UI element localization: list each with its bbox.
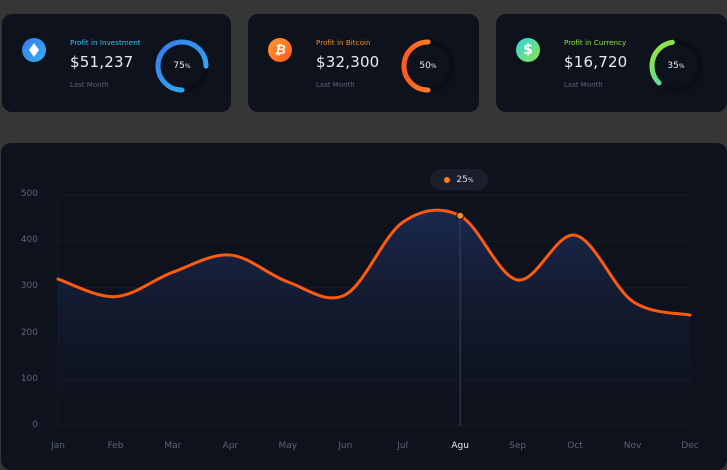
bitcoin-card[interactable]: ₿ Profit in Bitcoin $32,300 Last Month 5… (248, 14, 479, 112)
ethereum-icon (22, 38, 46, 62)
bitcoin-icon: ₿ (268, 38, 292, 62)
card-label: Profit in Investment (70, 38, 141, 47)
area-fill (58, 210, 690, 426)
x-tick-label[interactable]: Feb (107, 441, 124, 451)
y-tick-label: 0 (32, 420, 38, 430)
card-subtitle: Last Month (564, 81, 603, 89)
y-tick-label: 200 (20, 327, 38, 338)
card-value: $16,720 (564, 53, 628, 71)
x-tick-label[interactable]: Mar (164, 441, 182, 451)
x-tick-label[interactable]: Jul (397, 441, 409, 451)
tooltip-dot-icon (444, 176, 451, 183)
card-subtitle: Last Month (316, 81, 355, 89)
progress-ring: 75% (152, 36, 212, 96)
highlight-point[interactable] (456, 211, 465, 220)
profit-line[interactable] (56, 208, 692, 317)
progress-percent: 75% (173, 61, 191, 71)
x-tick-label[interactable]: May (278, 441, 298, 451)
x-tick-label[interactable]: Dec (681, 441, 699, 451)
card-label: Profit in Currency (564, 38, 627, 47)
x-tick-label[interactable]: Oct (567, 441, 583, 451)
progress-percent: 35% (667, 61, 685, 71)
investment-card[interactable]: Profit in Investment $51,237 Last Month … (2, 14, 231, 112)
x-tick-label[interactable]: Jan (51, 441, 65, 451)
card-value: $51,237 (70, 53, 134, 71)
tooltip-value: 25% (456, 174, 474, 185)
y-tick-label: 500 (20, 189, 38, 199)
chart-tooltip: 25% (430, 169, 488, 190)
y-tick-label: 100 (20, 373, 38, 384)
card-subtitle: Last Month (70, 81, 109, 89)
progress-ring: 50% (398, 36, 458, 96)
x-tick-label[interactable]: Sep (509, 441, 527, 451)
x-tick-label[interactable]: Agu (451, 441, 469, 451)
x-tick-label[interactable]: Nov (623, 441, 642, 451)
card-value: $32,300 (316, 53, 380, 71)
y-tick-label: 400 (20, 235, 38, 246)
card-label: Profit in Bitcoin (316, 38, 371, 47)
progress-ring: 35% (646, 36, 706, 96)
currency-card[interactable]: $ Profit in Currency $16,720 Last Month … (496, 14, 727, 112)
progress-percent: 50% (419, 61, 437, 71)
x-tick-label[interactable]: Jun (338, 441, 353, 451)
y-tick-label: 300 (20, 281, 38, 292)
x-tick-label[interactable]: Apr (222, 441, 239, 451)
dollar-icon: $ (516, 38, 540, 62)
